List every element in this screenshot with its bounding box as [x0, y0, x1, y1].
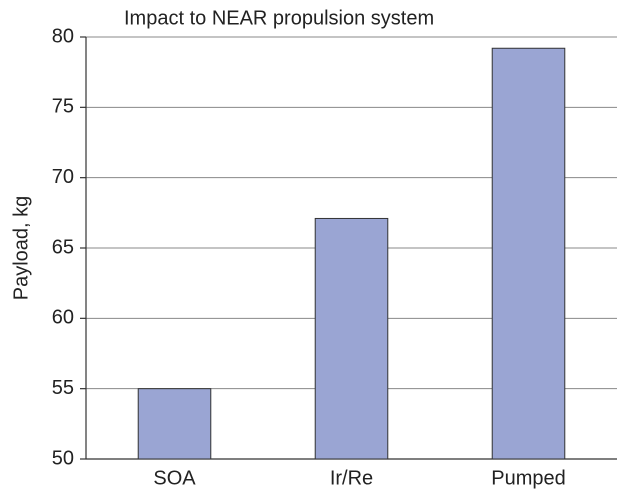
y-tick-label: 75 [52, 96, 74, 118]
y-tick-label: 65 [52, 236, 74, 258]
y-tick-label: 55 [52, 377, 74, 399]
bar [314, 217, 389, 460]
y-tick-label: 60 [52, 307, 74, 329]
chart-title: Impact to NEAR propulsion system [124, 7, 434, 29]
y-tick-label: 50 [52, 447, 74, 469]
x-tick-label: Pumped [491, 467, 566, 489]
y-axis-label: Payload, kg [10, 196, 32, 301]
x-tick-label: SOA [153, 467, 196, 489]
bar [491, 47, 566, 460]
x-tick-label: Ir/Re [330, 467, 373, 489]
y-tick-label: 80 [52, 25, 74, 47]
y-tick-label: 70 [52, 166, 74, 188]
bar [137, 388, 212, 460]
